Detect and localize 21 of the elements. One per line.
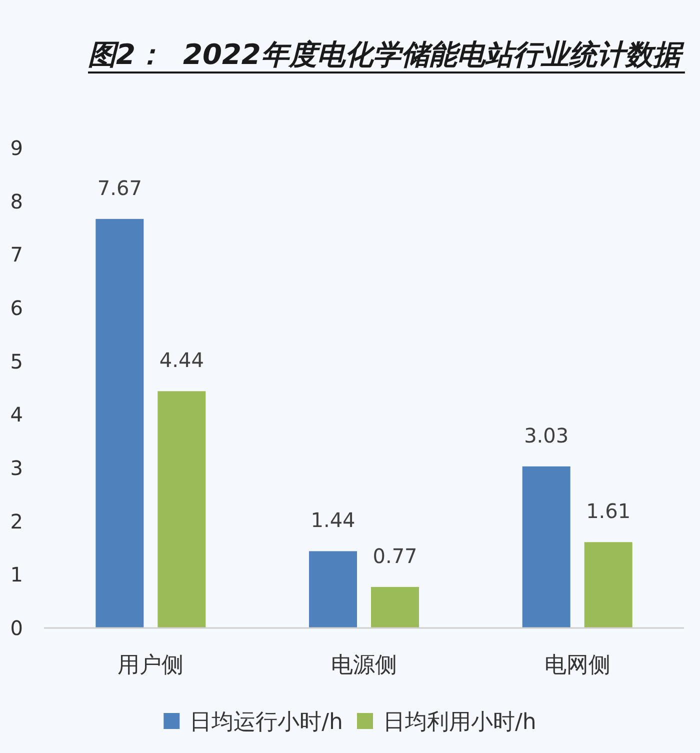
x-tick: 用户侧 [118, 653, 184, 678]
y-tick: 6 [10, 296, 23, 320]
y-tick: 2 [10, 509, 23, 534]
y-tick: 3 [10, 456, 23, 480]
x-tick: 电网侧 [544, 653, 610, 678]
y-tick: 9 [10, 136, 23, 160]
y-tick: 0 [10, 616, 23, 640]
data-label: 4.44 [159, 348, 204, 372]
y-tick: 4 [10, 402, 23, 427]
x-tick: 电源侧 [331, 653, 397, 678]
legend-label: 日均利用小时/h [383, 710, 536, 735]
y-tick: 5 [10, 349, 23, 374]
y-tick: 7 [10, 242, 23, 267]
data-label: 7.67 [97, 176, 142, 200]
data-label: 1.61 [586, 499, 631, 524]
legend-label: 日均运行小时/h [190, 710, 343, 735]
y-tick: 8 [10, 189, 23, 214]
data-label: 3.03 [524, 423, 569, 448]
data-label: 1.44 [310, 508, 356, 532]
data-label: 0.77 [372, 544, 418, 568]
y-tick: 1 [10, 562, 23, 587]
